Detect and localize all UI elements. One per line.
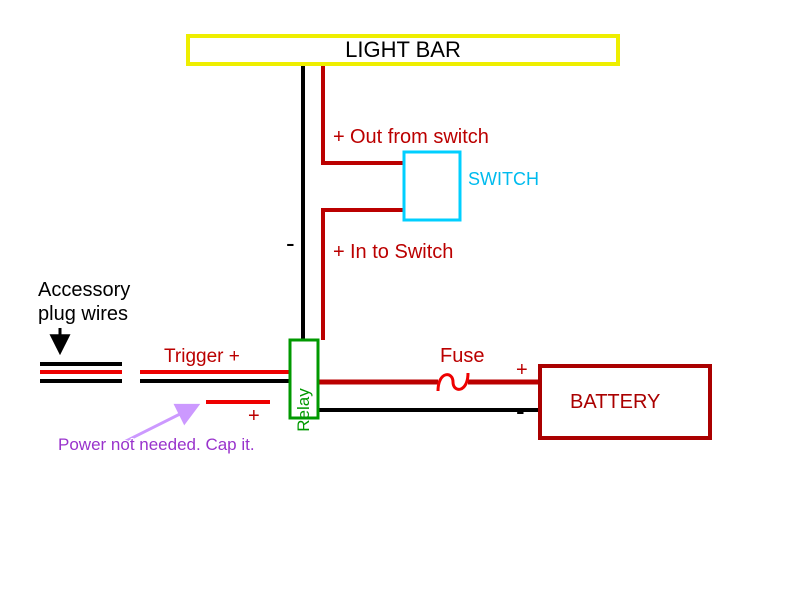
in-to-switch-plus: +: [333, 241, 345, 263]
battery-label: BATTERY: [570, 391, 660, 413]
relay-label: Relay: [294, 388, 313, 432]
wire-lightbar-to-switch: [323, 64, 404, 163]
wire-switch-to-relay: [323, 210, 404, 340]
cap-plus-label: +: [248, 405, 260, 427]
light-bar-label: LIGHT BAR: [345, 37, 461, 62]
accessory-label-2: plug wires: [38, 303, 128, 325]
power-not-needed-label: Power not needed. Cap it.: [58, 435, 255, 454]
relay-minus-label: -: [286, 228, 295, 258]
accessory-label-1: Accessory: [38, 279, 130, 301]
fuse-label: Fuse: [440, 345, 484, 367]
out-from-switch-plus: +: [333, 126, 345, 148]
in-to-switch-label: In to Switch: [350, 241, 453, 263]
switch-label: SWITCH: [468, 169, 539, 189]
fuse-icon: [438, 373, 468, 391]
fuse-plus-label: +: [516, 359, 528, 381]
battery-minus-label: -: [516, 396, 525, 426]
out-from-switch-label: Out from switch: [350, 126, 489, 148]
trigger-label: Trigger +: [164, 346, 240, 367]
switch-box: [404, 152, 460, 220]
